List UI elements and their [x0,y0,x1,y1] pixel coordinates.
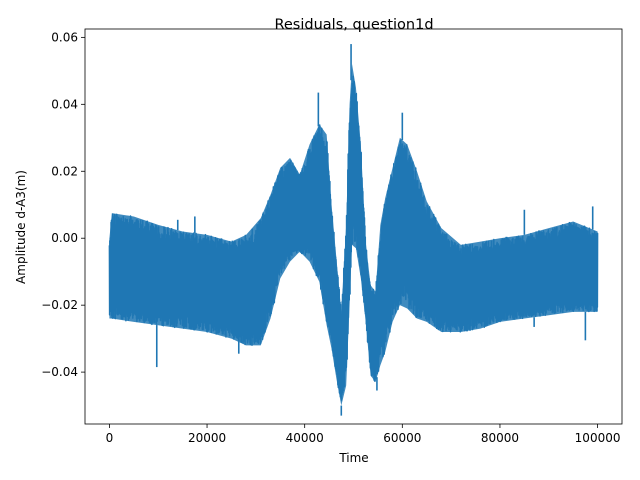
y-tick-label: 0.06 [51,30,78,44]
x-tick-label: 60000 [383,431,421,445]
series-path [108,75,599,402]
x-axis-label: Time [338,451,368,465]
x-axis-ticks: 0 20000 40000 60000 80000 100000 [106,424,621,445]
axes-frame [84,28,623,425]
chart-title: Residuals, question1d [274,17,433,33]
y-tick-label: −0.02 [41,298,78,312]
plot-area [108,44,599,416]
x-tick-label: 80000 [481,431,519,445]
y-tick-label: 0.02 [51,164,78,178]
x-tick-label: 100000 [575,431,621,445]
y-axis-label: Amplitude d-A3(m) [14,170,28,284]
x-tick-label: 20000 [188,431,226,445]
y-tick-label: 0.00 [51,231,78,245]
y-tick-label: 0.04 [51,97,78,111]
y-tick-label: −0.04 [41,365,78,379]
x-tick-label: 0 [106,431,114,445]
x-tick-label: 40000 [286,431,324,445]
y-axis-ticks: −0.04 −0.02 0.00 0.02 0.04 0.06 [41,30,85,379]
series-line [108,44,599,416]
